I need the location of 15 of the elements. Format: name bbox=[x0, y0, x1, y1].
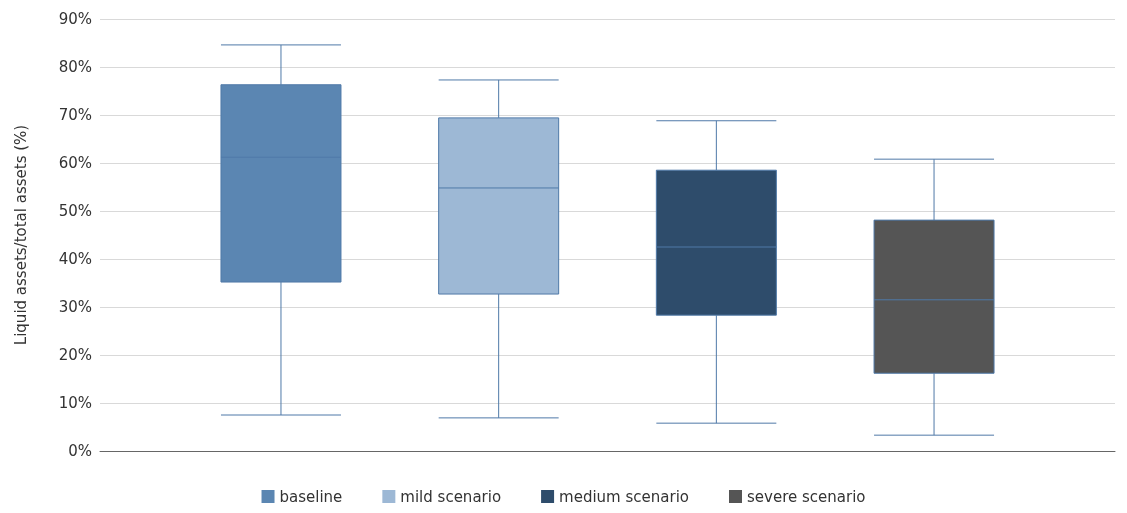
y-tick-label: 50% bbox=[58, 202, 92, 220]
y-tick-label: 40% bbox=[58, 250, 92, 268]
y-axis-title: Liquid assets/total assets (%) bbox=[11, 124, 30, 346]
y-tick-label: 70% bbox=[58, 106, 92, 124]
y-tick-label: 20% bbox=[58, 346, 92, 364]
y-tick-label: 30% bbox=[58, 298, 92, 316]
y-tick-label: 80% bbox=[58, 58, 92, 76]
y-tick-label: 10% bbox=[58, 394, 92, 412]
legend-label: mild scenario bbox=[400, 487, 502, 506]
y-tick-label: 60% bbox=[58, 154, 92, 172]
legend-label: medium scenario bbox=[559, 487, 689, 506]
legend-label: baseline bbox=[279, 487, 343, 506]
y-tick-label: 0% bbox=[68, 442, 92, 460]
y-tick-label: 90% bbox=[58, 10, 92, 28]
legend-label: severe scenario bbox=[747, 487, 866, 506]
